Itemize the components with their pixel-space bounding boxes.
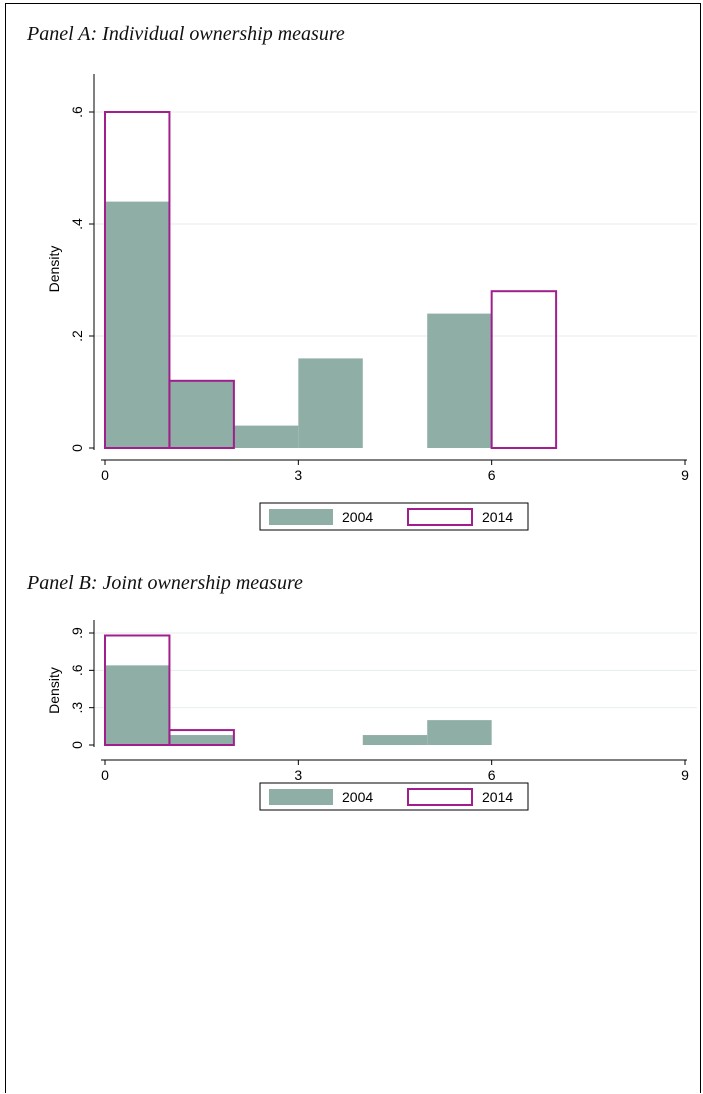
x-tick-label: 0 (101, 767, 109, 783)
y-axis-title: Density (46, 246, 62, 293)
panel-a-chart: 0 .2 .4 .6 Density 0 3 6 9 2004 2014 (46, 74, 697, 531)
x-tick-label: 6 (488, 467, 496, 483)
legend-swatch-2014 (407, 788, 473, 806)
bar-2014 (104, 111, 171, 449)
y-tick-label: .3 (69, 702, 85, 714)
legend-label-2004: 2004 (342, 789, 373, 805)
panel-a-title: Panel A: Individual ownership measure (27, 23, 345, 45)
bar-2004 (362, 735, 428, 745)
bar-2004 (105, 201, 170, 448)
bar-2004 (169, 735, 234, 745)
x-tick-label: 9 (681, 767, 689, 783)
legend-label-2014: 2014 (482, 789, 513, 805)
y-tick-label: .6 (69, 664, 85, 676)
bar-2004 (105, 665, 170, 745)
y-axis-title: Density (46, 667, 62, 714)
legend-swatch-2014 (407, 508, 473, 526)
y-tick-label: 0 (69, 741, 85, 749)
bar-2004 (427, 720, 492, 745)
x-tick-label: 9 (681, 467, 689, 483)
x-tick-label: 6 (488, 767, 496, 783)
panel-b-title: Panel B: Joint ownership measure (27, 572, 303, 594)
legend-swatch-2004 (269, 509, 333, 525)
y-tick-label: .9 (69, 627, 85, 639)
bar-2014 (168, 379, 235, 449)
y-tick-label: .2 (69, 330, 85, 342)
bar-2004 (427, 313, 492, 448)
bar-2004 (169, 380, 234, 448)
legend-label-2004: 2004 (342, 509, 373, 525)
figure-frame (5, 3, 701, 1093)
y-tick-label: .4 (69, 218, 85, 230)
bar-2004 (298, 358, 363, 448)
legend-label-2014: 2014 (482, 509, 513, 525)
y-tick-label: 0 (69, 444, 85, 452)
legend-swatch-2004 (269, 789, 333, 805)
x-tick-label: 0 (101, 467, 109, 483)
x-tick-label: 3 (294, 767, 302, 783)
bar-2014 (490, 290, 558, 450)
bar-2014 (104, 634, 171, 746)
x-tick-label: 3 (294, 467, 302, 483)
bar-2014 (168, 729, 235, 746)
bar-2004 (233, 425, 299, 448)
y-tick-label: .6 (69, 106, 85, 118)
